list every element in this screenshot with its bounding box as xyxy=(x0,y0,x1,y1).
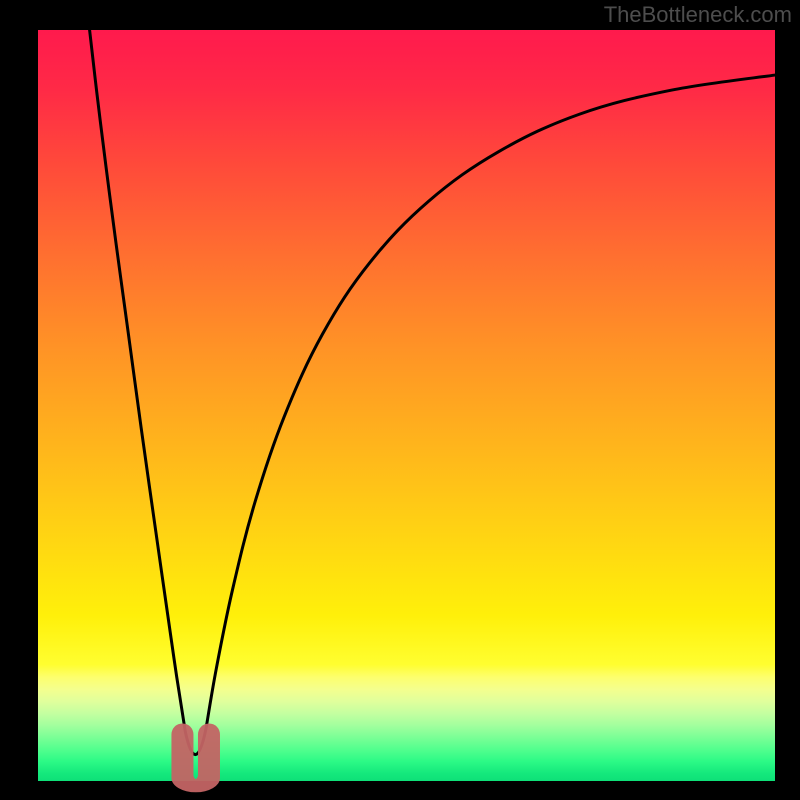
watermark-text: TheBottleneck.com xyxy=(604,2,792,28)
chart-background-gradient xyxy=(38,30,775,781)
